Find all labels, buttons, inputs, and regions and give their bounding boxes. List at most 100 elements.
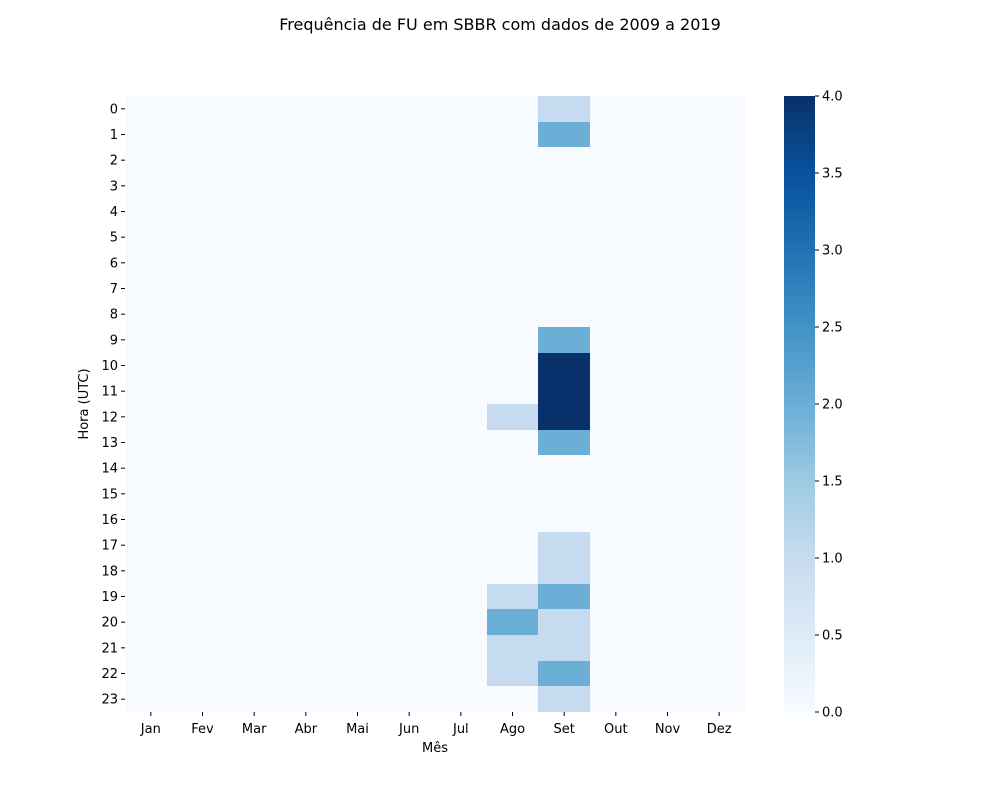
- heatmap-cell: [125, 147, 177, 173]
- heatmap-cell: [125, 199, 177, 224]
- heatmap-cell: [177, 507, 228, 532]
- heatmap-cells: [125, 96, 745, 712]
- heatmap-cell: [177, 430, 228, 455]
- heatmap-cell: [435, 301, 487, 327]
- heatmap-cell: [642, 686, 693, 712]
- colorbar-tick-label: 3.5: [822, 167, 843, 182]
- heatmap-cell: [642, 584, 693, 609]
- y-tick-label: 21: [101, 641, 118, 656]
- heatmap-cell: [590, 173, 642, 199]
- heatmap-cell: [538, 199, 590, 224]
- heatmap-cell: [435, 686, 487, 712]
- heatmap-cell: [125, 481, 177, 507]
- heatmap-cell: [435, 96, 487, 122]
- heatmap-cell: [435, 532, 487, 558]
- heatmap-cell: [435, 481, 487, 507]
- heatmap-cell: [332, 507, 383, 532]
- heatmap-cell: [280, 147, 332, 173]
- y-tick-label: 12: [101, 410, 118, 425]
- heatmap-cell: [280, 481, 332, 507]
- y-tick-label: 6: [110, 256, 118, 271]
- heatmap-cell: [435, 609, 487, 635]
- heatmap-cell: [332, 327, 383, 353]
- heatmap-cell: [642, 301, 693, 327]
- heatmap-cell: [383, 609, 435, 635]
- heatmap-cell: [280, 558, 332, 584]
- heatmap-cell: [280, 455, 332, 481]
- heatmap-cell: [332, 353, 383, 378]
- heatmap-cell: [125, 661, 177, 686]
- x-tick-label: Fev: [191, 722, 214, 737]
- heatmap-cell: [538, 481, 590, 507]
- heatmap-cell: [332, 224, 383, 250]
- y-tick-label: 5: [110, 231, 118, 246]
- heatmap-cell: [487, 250, 538, 276]
- heatmap-cell: [228, 558, 280, 584]
- y-tick-label: 2: [110, 154, 118, 169]
- heatmap-cell: [280, 122, 332, 147]
- heatmap-cell: [125, 353, 177, 378]
- heatmap-cell: [177, 455, 228, 481]
- heatmap-cell: [538, 609, 590, 635]
- heatmap-cell: [125, 224, 177, 250]
- heatmap-cell: [332, 532, 383, 558]
- heatmap-cell: [280, 430, 332, 455]
- heatmap-cell: [383, 147, 435, 173]
- colorbar-tick-label: 4.0: [822, 90, 843, 105]
- heatmap-cell: [228, 122, 280, 147]
- heatmap-cell: [280, 327, 332, 353]
- heatmap-cell: [177, 173, 228, 199]
- heatmap-cell: [693, 301, 745, 327]
- y-tick-label: 1: [110, 128, 118, 143]
- x-tick-label: Mai: [346, 722, 369, 737]
- heatmap-cell: [693, 558, 745, 584]
- heatmap-cell: [642, 199, 693, 224]
- heatmap-cell: [590, 532, 642, 558]
- heatmap-cell: [332, 455, 383, 481]
- heatmap-cell: [487, 609, 538, 635]
- heatmap-cell: [487, 532, 538, 558]
- heatmap-cell: [383, 532, 435, 558]
- y-tick-label: 8: [110, 308, 118, 323]
- heatmap-cell: [177, 250, 228, 276]
- heatmap-cell: [177, 378, 228, 404]
- heatmap-cell: [487, 635, 538, 661]
- heatmap-cell: [228, 147, 280, 173]
- heatmap-cell: [125, 122, 177, 147]
- heatmap-cell: [435, 199, 487, 224]
- heatmap-cell: [487, 147, 538, 173]
- heatmap-cell: [125, 404, 177, 430]
- heatmap-cell: [487, 378, 538, 404]
- heatmap-cell: [177, 224, 228, 250]
- heatmap-cell: [383, 224, 435, 250]
- heatmap-cell: [177, 686, 228, 712]
- heatmap-cell: [590, 122, 642, 147]
- heatmap-cell: [228, 455, 280, 481]
- heatmap-cell: [383, 96, 435, 122]
- heatmap-cell: [228, 96, 280, 122]
- colorbar-tick-label: 0.5: [822, 629, 843, 644]
- y-tick-label: 7: [110, 282, 118, 297]
- heatmap-cell: [228, 609, 280, 635]
- heatmap-cell: [590, 481, 642, 507]
- heatmap-cell: [332, 609, 383, 635]
- colorbar-tick-label: 2.5: [822, 321, 843, 336]
- y-tick-label: 3: [110, 179, 118, 194]
- heatmap-cell: [642, 378, 693, 404]
- heatmap-cell: [280, 199, 332, 224]
- heatmap-cell: [538, 558, 590, 584]
- heatmap-cell: [693, 481, 745, 507]
- y-tick-label: 9: [110, 333, 118, 348]
- y-tick-label: 20: [101, 616, 118, 631]
- heatmap-cell: [228, 635, 280, 661]
- heatmap-cell: [383, 686, 435, 712]
- heatmap-cell: [177, 609, 228, 635]
- heatmap-cell: [642, 532, 693, 558]
- heatmap-cell: [332, 378, 383, 404]
- heatmap-cell: [383, 481, 435, 507]
- heatmap-cell: [125, 430, 177, 455]
- x-tick-label: Mar: [242, 722, 267, 737]
- heatmap-cell: [642, 147, 693, 173]
- heatmap-cell: [487, 327, 538, 353]
